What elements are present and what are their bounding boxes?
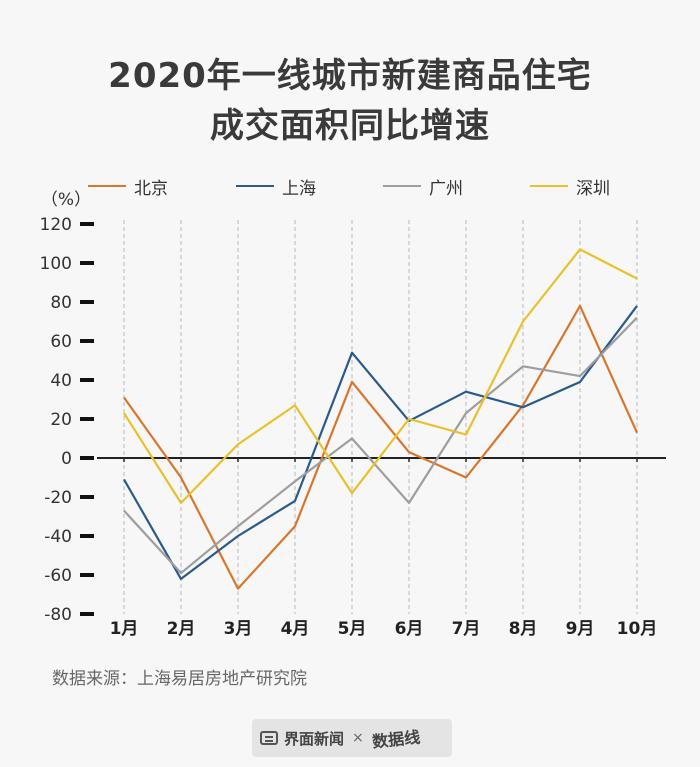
footer-separator: × [352,730,364,746]
jiemian-logo-icon [260,731,278,745]
y-tick-label: 60 [50,332,72,352]
legend-label: 北京 [134,178,168,199]
legend-label: 上海 [282,178,316,199]
y-tick-label: 0 [61,449,72,469]
x-tick-label: 4月 [281,619,310,639]
y-tick-label: -40 [44,527,72,547]
y-tick-label: -80 [44,605,72,625]
footer-brand: 界面新闻 [284,729,345,748]
legend-swatch [530,185,568,187]
y-tick-label: 120 [40,215,72,235]
x-tick-label: 8月 [509,619,538,639]
x-tick-label: 9月 [566,619,595,639]
chart-legend: 北京 上海 广州 深圳 [0,174,700,199]
legend-swatch [88,185,126,187]
series-line-深圳 [123,248,638,504]
x-tick-label: 10月 [617,619,658,639]
series-line-北京 [123,304,639,590]
legend-item: 广州 [383,174,463,199]
legend-swatch [236,185,274,187]
y-tick-label: -20 [44,488,72,508]
y-tick-label: 40 [50,371,72,391]
legend-label: 广州 [429,178,463,199]
legend-label: 深圳 [576,178,610,199]
data-source: 数据来源：上海易居房地产研究院 [52,669,307,689]
x-tick-label: 1月 [110,619,139,639]
footer-partner-logo: 数据线 [371,727,421,752]
legend-item: 深圳 [530,174,610,199]
footer-badge: 界面新闻 × 数据线 [252,719,452,757]
y-tick-label: 80 [50,293,72,313]
x-tick-label: 6月 [395,619,424,639]
chart-title-line1: 2020年一线城市新建商品住宅 [108,56,592,96]
y-axis-label: （%） [41,190,91,210]
series-line-广州 [123,316,638,575]
x-tick-label: 5月 [338,619,367,639]
y-tick-label: 20 [50,410,72,430]
series-line-上海 [123,305,638,581]
x-tick-label: 2月 [167,619,196,639]
chart-title-line2: 成交面积同比增速 [210,106,490,146]
y-tick-label: -60 [44,566,72,586]
x-tick-label: 7月 [452,619,481,639]
legend-item: 上海 [236,174,316,199]
legend-item: 北京 [88,174,168,199]
x-tick-label: 3月 [224,619,253,639]
legend-swatch [383,185,421,187]
y-tick-label: 100 [40,254,72,274]
